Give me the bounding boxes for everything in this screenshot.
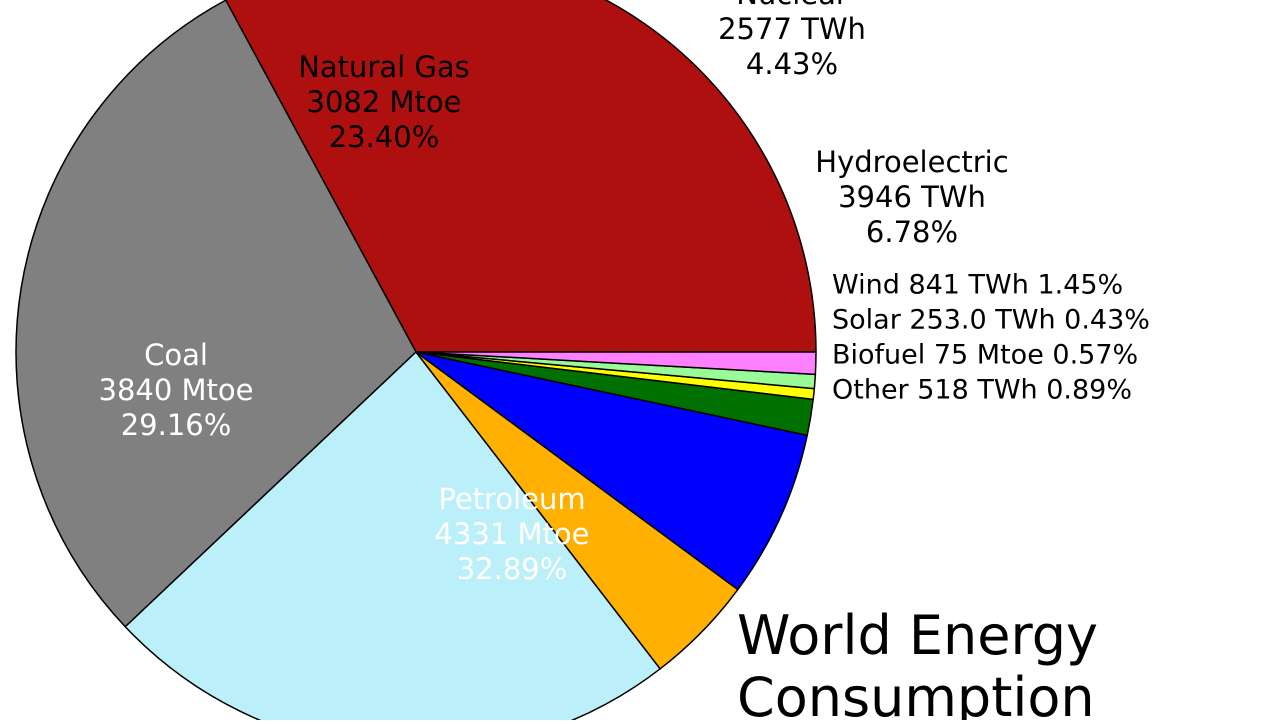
slice-percent-petroleum: 32.89% <box>457 552 568 586</box>
slice-name-petroleum: Petroleum <box>438 482 585 516</box>
slice-percent-hydroelectric: 6.78% <box>866 215 958 249</box>
pie-slice-other <box>415 351 817 376</box>
slice-percent-natural-gas: 23.40% <box>329 120 440 154</box>
slice-amount-nuclear: 2577 TWh <box>718 12 866 46</box>
slice-amount-hydroelectric: 3946 TWh <box>838 180 986 214</box>
slice-percent-coal: 29.16% <box>121 408 232 442</box>
chart-title-line-2: Consumption <box>737 666 1095 720</box>
slice-name-hydroelectric: Hydroelectric <box>815 145 1008 179</box>
pie-slice-natural-gas <box>124 351 661 724</box>
pie-slice-hydroelectric <box>415 351 808 591</box>
slice-percent-nuclear: 4.43% <box>746 47 838 81</box>
slice-name-natural-gas: Natural Gas <box>298 50 470 84</box>
slice-label-other: Other 518 TWh 0.89% <box>832 375 1132 406</box>
slice-label-biofuel: Biofuel 75 Mtoe 0.57% <box>832 340 1138 371</box>
slice-name-nuclear: Nuclear <box>736 0 848 11</box>
slice-label-solar: Solar 253.0 TWh 0.43% <box>832 305 1150 336</box>
slice-amount-coal: 3840 Mtoe <box>99 373 254 407</box>
pie-slice-petroleum <box>224 0 817 353</box>
slice-amount-natural-gas: 3082 Mtoe <box>307 85 462 119</box>
slice-label-wind: Wind 841 TWh 1.45% <box>832 270 1123 301</box>
pie-slices <box>15 0 817 724</box>
chart-title-line-1: World Energy <box>737 604 1098 667</box>
slice-amount-petroleum: 4331 Mtoe <box>435 517 590 551</box>
slice-name-coal: Coal <box>144 338 208 372</box>
pie-slice-coal <box>15 0 417 628</box>
